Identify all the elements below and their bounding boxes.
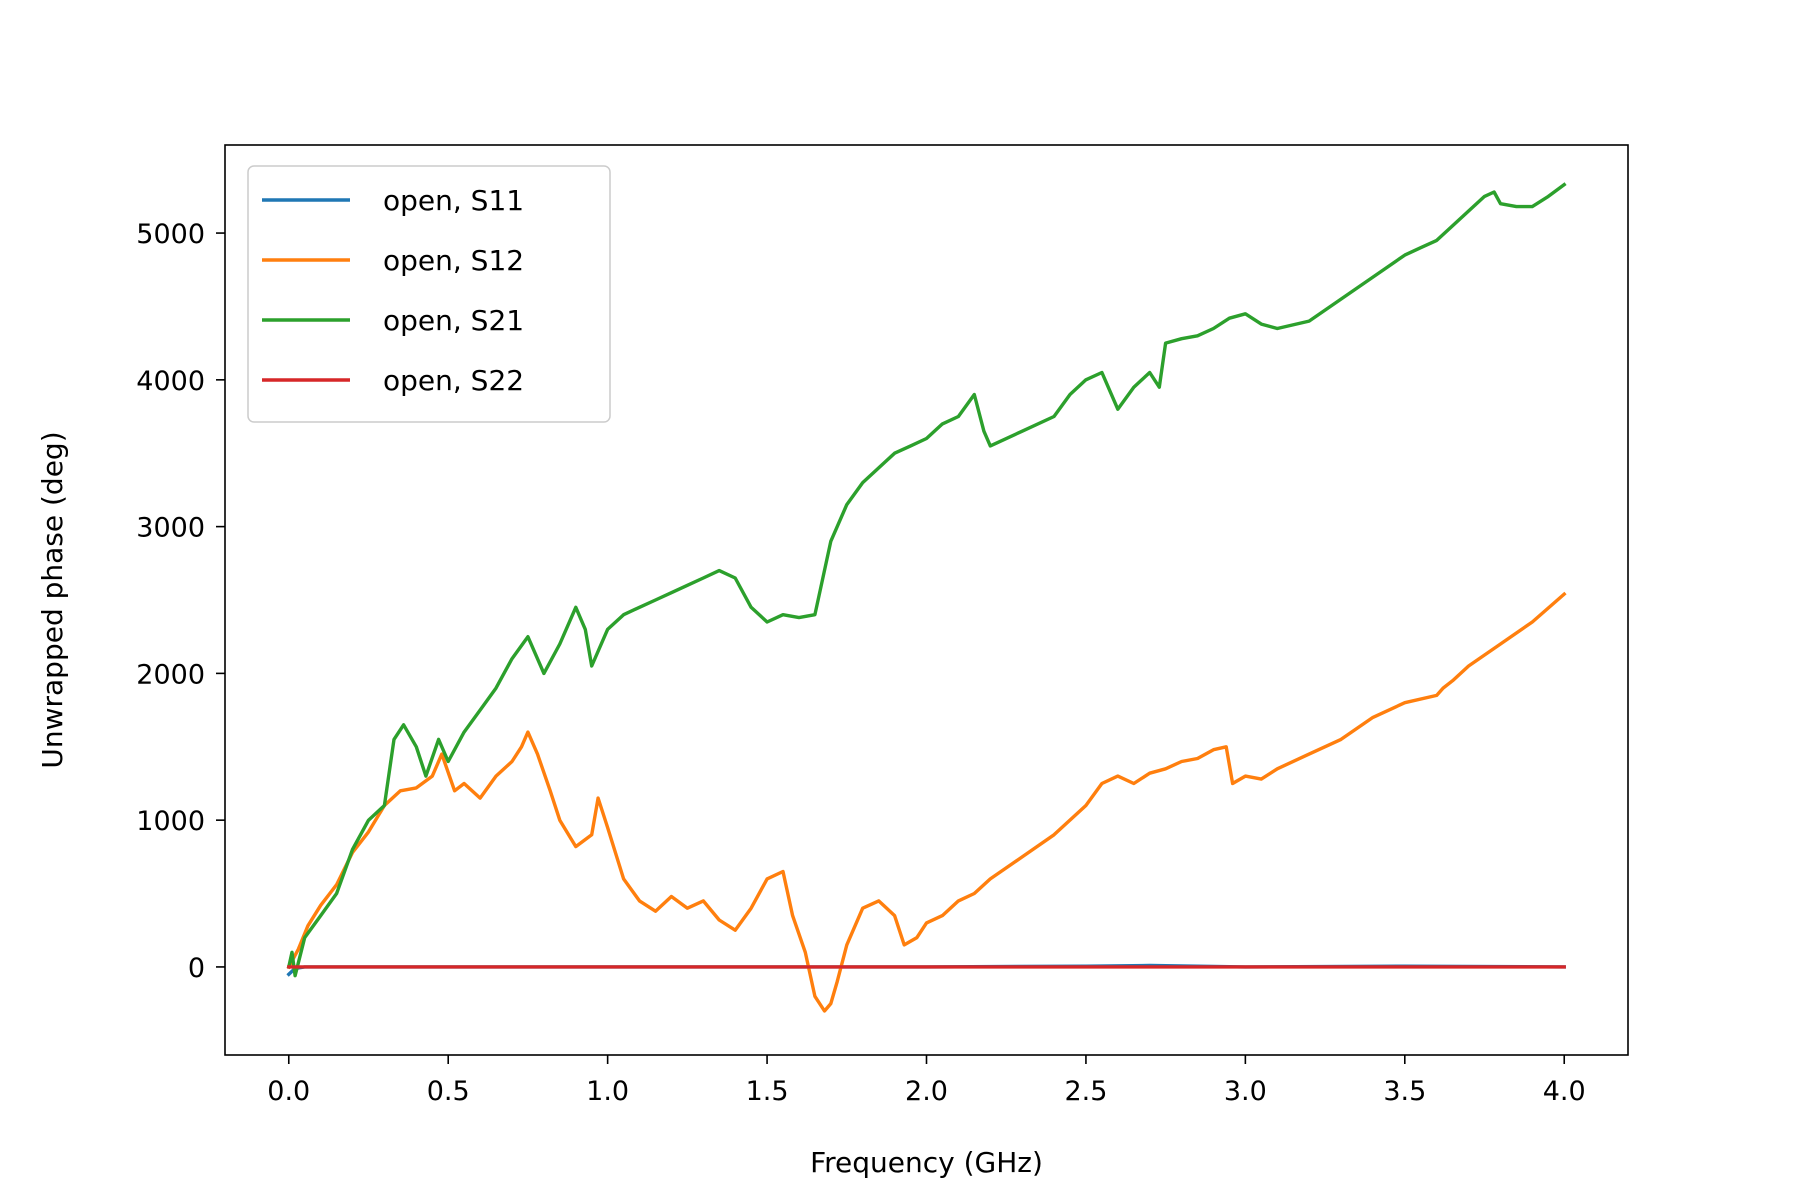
series-line-2	[286, 591, 1567, 1013]
legend-label: open, S11	[383, 184, 524, 217]
x-tick-label: 4.0	[1543, 1076, 1586, 1107]
legend-label: open, S21	[383, 304, 524, 337]
y-tick-label: 0	[188, 953, 205, 984]
legend-label: open, S12	[383, 244, 524, 277]
series-line-3	[286, 182, 1567, 978]
y-axis-label: Unwrapped phase (deg)	[36, 431, 69, 768]
legend-label: open, S22	[383, 364, 524, 397]
x-tick-label: 1.0	[586, 1076, 629, 1107]
y-tick-label: 5000	[136, 219, 205, 250]
series-layer	[286, 182, 1567, 1013]
y-tick-label: 4000	[136, 366, 205, 397]
y-tick-label: 2000	[136, 659, 205, 690]
x-tick-label: 3.0	[1224, 1076, 1267, 1107]
x-tick-label: 3.5	[1383, 1076, 1426, 1107]
x-tick-label: 2.5	[1064, 1076, 1107, 1107]
y-tick-label: 3000	[136, 513, 205, 544]
y-axis-ticks: 0 1000 2000 3000 4000 5000	[136, 219, 225, 984]
x-tick-label: 2.0	[905, 1076, 948, 1107]
legend-box	[247, 165, 611, 423]
x-axis-label: Frequency (GHz)	[810, 1146, 1043, 1179]
x-tick-label: 1.5	[746, 1076, 789, 1107]
x-tick-label: 0.5	[427, 1076, 470, 1107]
y-tick-label: 1000	[136, 806, 205, 837]
x-axis-ticks: 0.0 0.5 1.0 1.5 2.0 2.5 3.0 3.5 4.0	[267, 1055, 1586, 1107]
x-tick-label: 0.0	[267, 1076, 310, 1107]
legend: open, S11 open, S12 open, S21 open, S22	[247, 165, 611, 423]
